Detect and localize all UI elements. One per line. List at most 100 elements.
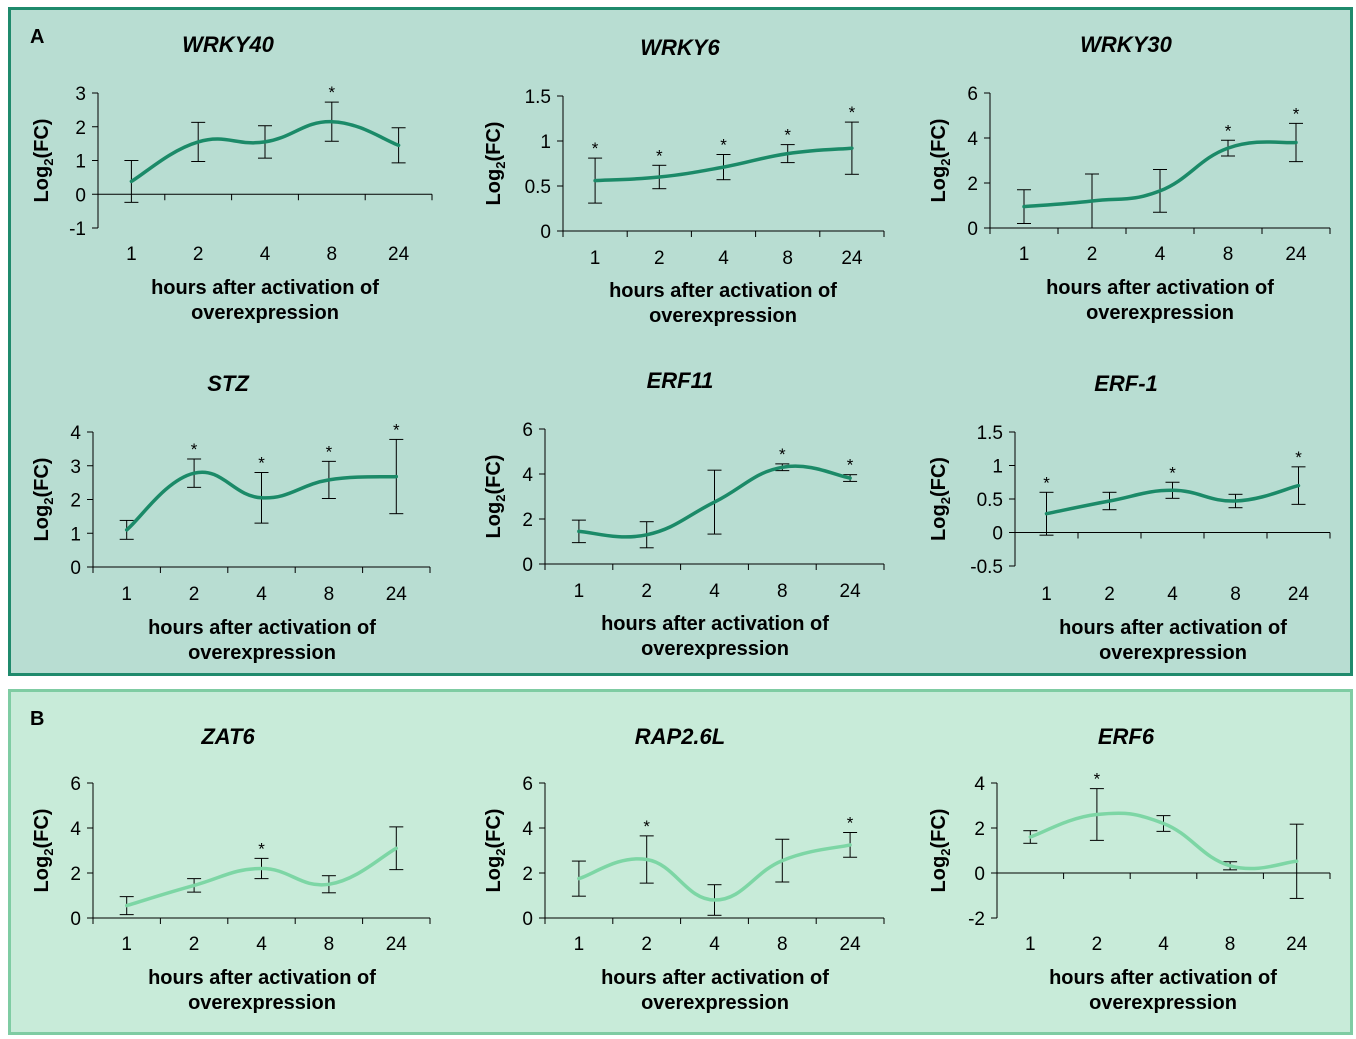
y-tick-label: 1.5 — [525, 87, 551, 108]
y-tick-label: 6 — [522, 774, 533, 795]
x-tick-label: 8 — [1230, 584, 1241, 605]
x-tick-label: 2 — [1092, 934, 1103, 955]
y-axis-label: Log2(FC) — [928, 119, 953, 203]
chart-title: WRKY6 — [640, 35, 720, 60]
x-tick-label: 2 — [189, 934, 200, 955]
x-tick-label: 4 — [709, 581, 720, 602]
x-tick-label: 8 — [324, 934, 335, 955]
series-line — [1044, 483, 1301, 516]
y-tick-label: 0 — [992, 524, 1003, 545]
x-axis-label: hours after activation of overexpression — [601, 967, 829, 1014]
x-axis-label: hours after activation of overexpression — [1049, 967, 1277, 1014]
significance-marker: * — [1094, 770, 1101, 789]
y-tick-label: 2 — [70, 491, 81, 512]
chart-title: ZAT6 — [200, 724, 255, 749]
y-tick-label: 3 — [75, 84, 86, 105]
chart-title: WRKY40 — [182, 32, 274, 57]
y-axis-label: Log2(FC) — [31, 458, 56, 542]
significance-marker: * — [1293, 104, 1300, 123]
x-axis-label: hours after activation of overexpression — [151, 277, 379, 324]
y-tick-label: 1 — [992, 457, 1003, 478]
x-tick-label: 8 — [782, 248, 793, 269]
x-tick-label: 2 — [654, 248, 665, 269]
y-tick-label: 4 — [70, 819, 81, 840]
x-tick-label: 1 — [590, 248, 601, 269]
significance-marker: * — [720, 136, 727, 155]
significance-marker: * — [847, 814, 854, 833]
x-tick-label: 4 — [718, 248, 729, 269]
y-tick-label: 4 — [974, 774, 985, 795]
x-tick-label: 24 — [1288, 584, 1310, 605]
x-tick-label: 4 — [1167, 584, 1178, 605]
significance-marker: * — [258, 839, 265, 858]
x-tick-label: 4 — [1155, 244, 1166, 265]
x-axis-label: hours after activation of overexpression — [1046, 277, 1274, 324]
y-tick-label: -0.5 — [970, 557, 1003, 578]
chart-title: ERF11 — [647, 368, 714, 393]
x-tick-label: 24 — [386, 934, 408, 955]
y-tick-label: 1 — [70, 524, 81, 545]
y-tick-label: 0 — [522, 909, 533, 930]
x-tick-label: 24 — [386, 584, 408, 605]
significance-marker: * — [1043, 473, 1050, 492]
y-tick-label: 0.5 — [525, 177, 551, 198]
y-axis-label: Log2(FC) — [928, 809, 953, 893]
x-tick-label: 4 — [260, 244, 271, 265]
y-tick-label: 0 — [967, 219, 978, 240]
y-axis-label: Log2(FC) — [31, 809, 56, 893]
x-tick-label: 8 — [1223, 244, 1234, 265]
y-tick-label: 2 — [522, 864, 533, 885]
y-tick-label: 2 — [967, 174, 978, 195]
x-axis-label: hours after activation of overexpression — [609, 280, 837, 327]
significance-marker: * — [328, 83, 335, 102]
x-tick-label: 1 — [126, 244, 137, 265]
y-tick-label: 0 — [974, 864, 985, 885]
x-tick-label: 1 — [121, 934, 132, 955]
significance-marker: * — [656, 146, 663, 165]
x-tick-label: 24 — [841, 248, 863, 269]
x-tick-label: 8 — [777, 581, 788, 602]
panel-a-label: A — [30, 26, 45, 48]
x-tick-label: 4 — [1158, 934, 1169, 955]
x-tick-label: 2 — [1104, 584, 1115, 605]
x-tick-label: 4 — [256, 584, 267, 605]
chart-title: WRKY30 — [1080, 32, 1172, 57]
y-tick-label: 4 — [522, 819, 533, 840]
y-tick-label: 1 — [75, 152, 86, 173]
significance-marker: * — [1169, 463, 1176, 482]
panel-b — [8, 689, 1353, 1035]
x-tick-label: 1 — [121, 584, 132, 605]
y-tick-label: 0 — [75, 185, 86, 206]
x-tick-label: 24 — [840, 934, 862, 955]
panel-b-label: B — [30, 708, 45, 730]
x-axis-label: hours after activation of overexpression — [601, 613, 829, 660]
y-tick-label: 6 — [70, 774, 81, 795]
y-tick-label: 0 — [70, 558, 81, 579]
chart-title: STZ — [207, 371, 250, 396]
x-tick-label: 8 — [777, 934, 788, 955]
x-tick-label: 2 — [641, 581, 652, 602]
y-tick-label: 0 — [70, 909, 81, 930]
x-tick-label: 1 — [574, 934, 585, 955]
significance-marker: * — [643, 817, 650, 836]
x-tick-label: 2 — [641, 934, 652, 955]
y-tick-label: 2 — [522, 510, 533, 531]
x-tick-label: 24 — [388, 244, 410, 265]
y-tick-label: 4 — [522, 465, 533, 486]
significance-marker: * — [326, 442, 333, 461]
y-tick-label: -2 — [968, 909, 985, 930]
significance-marker: * — [847, 456, 854, 475]
x-tick-label: 1 — [1025, 934, 1036, 955]
y-tick-label: 3 — [70, 457, 81, 478]
significance-marker: * — [258, 454, 265, 473]
y-tick-label: 0.5 — [977, 490, 1003, 511]
chart-title: ERF-1 — [1094, 371, 1158, 396]
x-tick-label: 4 — [256, 934, 267, 955]
y-tick-label: 6 — [967, 84, 978, 105]
y-tick-label: 4 — [70, 423, 81, 444]
